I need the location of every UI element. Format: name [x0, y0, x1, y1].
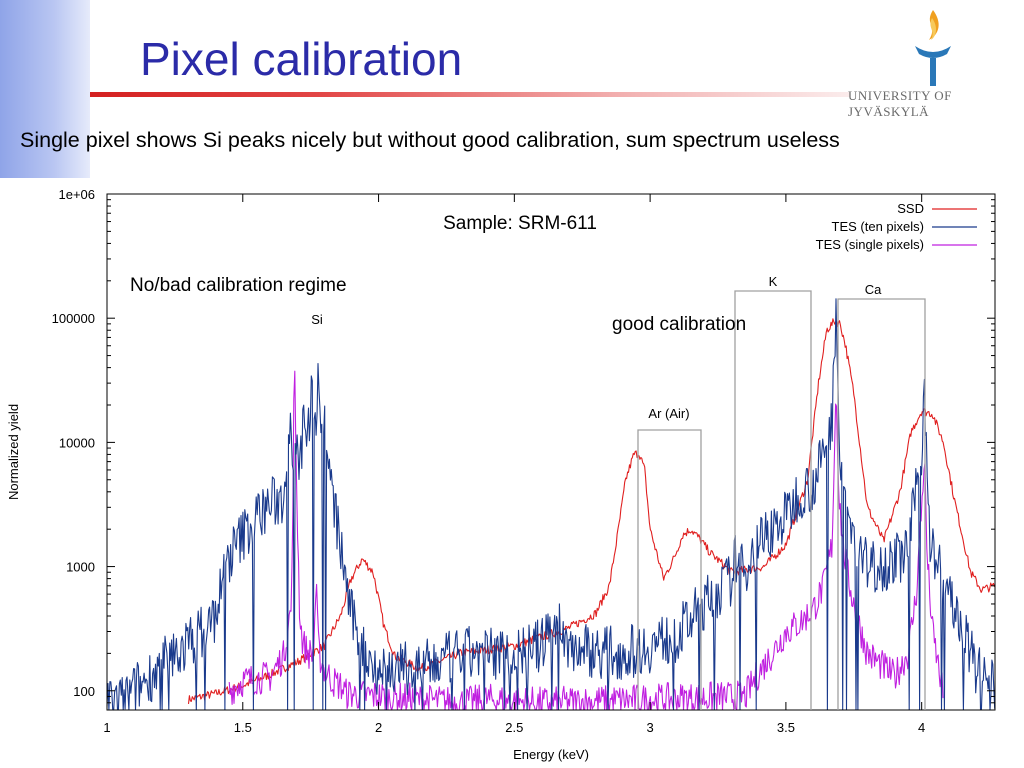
y-axis-label: Normalized yield: [6, 404, 21, 500]
x-tick-label: 4: [918, 720, 925, 735]
series-line-tes-ten-pixels: [106, 298, 996, 711]
label-k: K: [769, 274, 778, 289]
ca-bracket: [837, 298, 926, 710]
y-tick-label: 10000: [59, 435, 95, 450]
legend-label-tes-single: TES (single pixels): [816, 237, 924, 252]
x-tick-label: 1.5: [234, 720, 252, 735]
annotation-sample: Sample: SRM-611: [443, 213, 597, 234]
university-logo-text: UNIVERSITY OF JYVÄSKYLÄ: [848, 88, 952, 119]
university-torch-logo: [915, 10, 951, 86]
series-line-tes-single-pixels: [228, 370, 944, 711]
k-bracket: [734, 290, 812, 710]
legend: SSD TES (ten pixels) TES (single pixels): [816, 201, 977, 252]
plot-frame: [106, 193, 996, 711]
y-tick-label: 100: [73, 684, 95, 699]
y-tick-label: 100000: [52, 311, 95, 326]
annotation-bad-calibration: No/bad calibration regime: [130, 275, 347, 296]
x-tick-label: 3.5: [777, 720, 795, 735]
y-tick-label: 1e+06: [58, 187, 95, 202]
annotation-good-calibration: good calibration: [612, 314, 746, 335]
x-axis-label: Energy (keV): [513, 747, 589, 762]
label-ar: Ar (Air): [648, 406, 689, 421]
label-ca: Ca: [865, 282, 882, 297]
x-tick-label: 1: [103, 720, 110, 735]
decorative-side-bar: [0, 0, 90, 178]
ar-bracket: [637, 429, 702, 710]
legend-label-tes-ten: TES (ten pixels): [832, 219, 924, 234]
x-tick-label: 3: [647, 720, 654, 735]
x-tick-label: 2.5: [505, 720, 523, 735]
title-underline: [90, 92, 850, 97]
x-tick-label: 2: [375, 720, 382, 735]
label-si: Si: [311, 312, 323, 327]
slide-title: Pixel calibration: [140, 33, 463, 85]
legend-label-ssd: SSD: [897, 201, 924, 216]
slide-subtitle: Single pixel shows Si peaks nicely but w…: [20, 128, 840, 152]
y-tick-label: 1000: [66, 560, 95, 575]
chart: 1 1.5 2 2.5 3 3.5 4 100 1000 10000 100000 1e+06 Sam…: [6, 187, 996, 762]
